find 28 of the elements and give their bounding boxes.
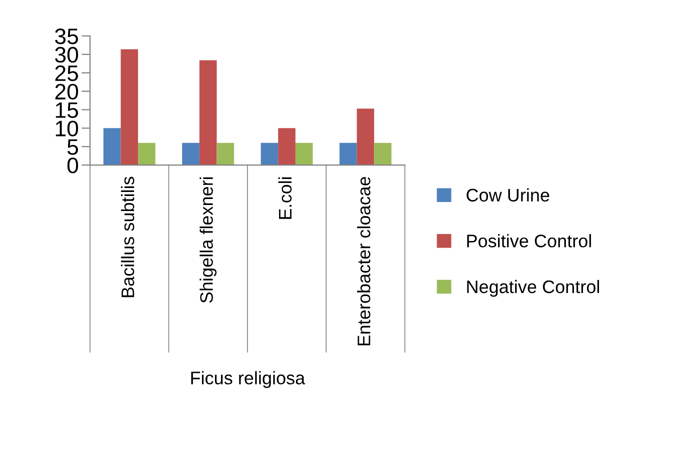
y-tick-label: 5	[67, 139, 78, 155]
y-tick-label: 0	[67, 158, 78, 174]
bar	[260, 142, 278, 166]
y-tick-label: 20	[55, 84, 78, 100]
bar	[278, 128, 296, 166]
bar	[199, 60, 217, 166]
y-tick-label: 30	[55, 46, 78, 63]
x-tick-label: Enterobacter cloacae	[357, 176, 370, 346]
y-tick-label: 35	[55, 28, 78, 44]
bar	[103, 128, 121, 166]
bar	[340, 142, 357, 166]
legend-label: Cow Urine	[466, 188, 550, 202]
x-tick-label: Shigella flexneri	[200, 177, 217, 303]
x-axis-title: Ficus religiosa	[191, 371, 306, 388]
bar	[182, 142, 200, 166]
legend-label: Positive Control	[467, 234, 591, 248]
x-tick-label: Bacillus subtilis	[120, 176, 134, 298]
bar	[295, 142, 313, 166]
bar	[120, 49, 138, 166]
bar	[138, 142, 156, 166]
x-tick-label: E.coli	[278, 177, 292, 219]
y-tick-label: 25	[55, 65, 78, 82]
legend-label: Negative Control	[467, 280, 599, 297]
y-tick-label: 15	[56, 102, 78, 118]
bar	[356, 108, 374, 166]
bar	[216, 142, 234, 166]
bar	[374, 142, 392, 166]
y-tick-label: 10	[56, 120, 78, 136]
